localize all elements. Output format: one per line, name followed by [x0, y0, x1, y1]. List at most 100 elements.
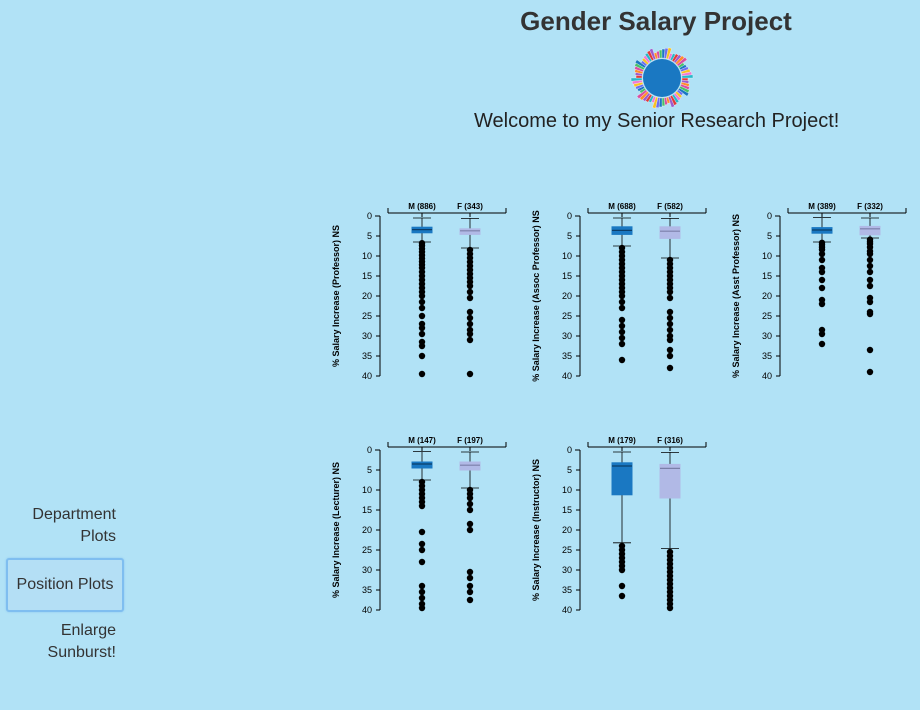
y-tick-label: 40 [562, 371, 572, 381]
outlier-point [666, 288, 674, 296]
sunburst-segment [634, 59, 647, 69]
y-axis-label: % Salary Increase (Assoc Professor) NS [531, 210, 541, 382]
page-title-text: Gender Salary Project [520, 6, 792, 36]
outlier-point [418, 304, 426, 312]
outlier-point [418, 370, 426, 378]
outlier-point [466, 320, 474, 328]
sunburst-segment [667, 96, 675, 108]
outlier-point [866, 262, 874, 270]
y-tick-label: 25 [562, 311, 572, 321]
outlier-point [466, 288, 474, 296]
outlier-point [818, 340, 826, 348]
y-tick-label: 25 [362, 545, 372, 555]
nav-position-plots[interactable]: Position Plots [6, 558, 124, 612]
y-tick-label: 30 [362, 565, 372, 575]
y-tick-label: 5 [367, 465, 372, 475]
outlier-point [466, 370, 474, 378]
y-tick-label: 0 [367, 445, 372, 455]
outlier-point [818, 276, 826, 284]
outlier-point [666, 326, 674, 334]
page-title: Gender Salary Project [0, 6, 920, 37]
outlier-point [466, 582, 474, 590]
outlier-point [818, 330, 826, 338]
outlier-point [866, 346, 874, 354]
sunburst-segment [649, 48, 657, 60]
side-nav: Department Plots Position Plots Enlarge … [6, 500, 124, 674]
outlier-point [418, 582, 426, 590]
nav-enlarge-sunburst[interactable]: Enlarge Sunburst! [47, 622, 116, 661]
outlier-point [618, 334, 626, 342]
sunburst-center [643, 59, 681, 97]
outlier-point [818, 284, 826, 292]
outlier-point [666, 336, 674, 344]
y-tick-label: 10 [362, 485, 372, 495]
group-label: M (688) [608, 202, 636, 211]
nav-department-plots[interactable]: Department Plots [32, 506, 116, 545]
outlier-point [466, 526, 474, 534]
y-tick-label: 15 [362, 271, 372, 281]
y-tick-label: 25 [562, 545, 572, 555]
y-tick-label: 35 [562, 585, 572, 595]
y-tick-label: 5 [567, 465, 572, 475]
y-tick-label: 25 [362, 311, 372, 321]
sunburst-segment [636, 89, 648, 99]
outlier-point [466, 314, 474, 322]
group-label: F (316) [657, 436, 683, 445]
outlier-point [818, 250, 826, 258]
sunburst-thumbnail[interactable] [628, 44, 696, 112]
outlier-point [466, 308, 474, 316]
outlier-point [666, 352, 674, 360]
y-tick-label: 5 [767, 231, 772, 241]
y-tick-label: 40 [362, 371, 372, 381]
outlier-point [618, 304, 626, 312]
outlier-point [818, 300, 826, 308]
y-tick-label: 15 [562, 505, 572, 515]
outlier-point [866, 368, 874, 376]
y-tick-label: 35 [362, 585, 372, 595]
outlier-point [618, 316, 626, 324]
welcome-text: Welcome to my Senior Research Project! [474, 110, 840, 132]
outlier-point [418, 604, 426, 612]
y-tick-label: 0 [767, 211, 772, 221]
y-tick-label: 40 [762, 371, 772, 381]
outlier-point [418, 330, 426, 338]
outlier-point [666, 314, 674, 322]
boxplot-lecturer: 0 5 10 15 20 25 30 35 40 % Salary Increase (Lectu… [330, 432, 515, 647]
outlier-point [818, 246, 826, 253]
outlier-point [418, 324, 426, 332]
outlier-point [666, 604, 674, 612]
y-tick-label: 0 [567, 445, 572, 455]
y-tick-label: 20 [562, 291, 572, 301]
outlier-point [466, 500, 474, 508]
outlier-point [618, 582, 626, 590]
outlier-point [818, 268, 826, 276]
outlier-point [618, 566, 626, 574]
outlier-point [418, 298, 426, 306]
y-tick-label: 35 [762, 351, 772, 361]
outlier-point [418, 558, 426, 566]
outlier-point [666, 364, 674, 372]
outlier-point [418, 540, 426, 548]
outlier-point [466, 506, 474, 514]
sunburst-segment [681, 74, 694, 79]
y-tick-label: 10 [562, 485, 572, 495]
outlier-point [866, 250, 874, 258]
y-tick-label: 10 [762, 251, 772, 261]
y-tick-label: 5 [367, 231, 372, 241]
y-tick-label: 20 [362, 291, 372, 301]
box [659, 226, 681, 239]
outlier-point [418, 342, 426, 350]
box [611, 462, 633, 496]
sunburst-segment [652, 96, 659, 109]
outlier-point [466, 596, 474, 604]
outlier-point [866, 310, 874, 318]
outlier-point [466, 294, 474, 302]
sunburst-segment [677, 87, 690, 97]
y-tick-label: 15 [362, 505, 372, 515]
outlier-point [466, 282, 474, 290]
outlier-point [666, 320, 674, 328]
y-tick-label: 15 [762, 271, 772, 281]
outlier-point [866, 298, 874, 306]
group-label: M (389) [808, 202, 836, 211]
outlier-point [418, 594, 426, 602]
